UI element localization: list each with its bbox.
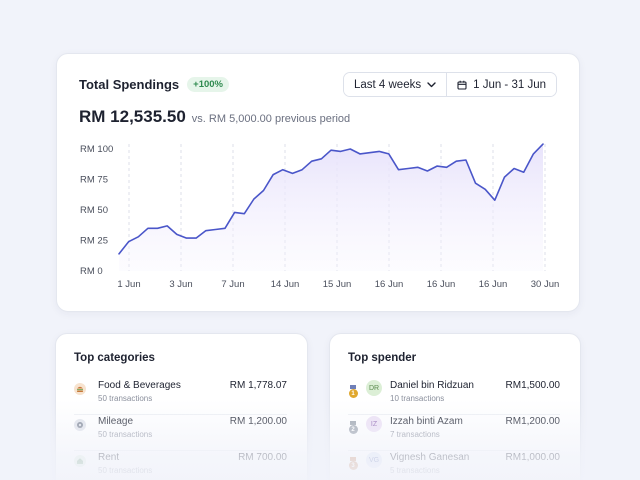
y-tick-label: RM 100 — [80, 144, 113, 155]
category-amount: RM 1,200.00 — [229, 416, 287, 427]
burger-icon — [74, 383, 86, 395]
category-row[interactable]: Food & Beverages 50 transactions RM 1,77… — [74, 379, 287, 415]
top-spender-card: Top spender 1 DR Daniel bin Ridzuan 10 t… — [329, 333, 581, 480]
spendings-title-row: Total Spendings +100% — [79, 77, 230, 92]
total-spendings-card: Total Spendings +100% Last 4 weeks 1 Jun… — [56, 53, 580, 312]
spender-amount: RM1,500.00 — [505, 380, 560, 391]
spender-transactions: 7 transactions — [390, 430, 440, 439]
date-range-label: 1 Jun - 31 Jun — [473, 78, 546, 91]
y-tick-label: RM 75 — [80, 175, 108, 186]
top-categories-title: Top categories — [74, 352, 155, 364]
avatar: VG — [366, 452, 382, 468]
x-tick-label: 30 Jun — [531, 279, 560, 290]
x-tick-label: 16 Jun — [479, 279, 508, 290]
spender-transactions: 10 transactions — [390, 394, 445, 403]
spender-row[interactable]: 3 VG Vignesh Ganesan 5 transactions RM1,… — [348, 451, 560, 480]
filter-controls: Last 4 weeks 1 Jun - 31 Jun — [342, 72, 557, 97]
spender-name: Izzah binti Azam — [390, 416, 463, 427]
spender-row[interactable]: 2 IZ Izzah binti Azam 7 transactions RM1… — [348, 415, 560, 451]
x-tick-label: 14 Jun — [271, 279, 300, 290]
chart-series-line — [118, 143, 544, 255]
chevron-down-icon — [427, 81, 436, 87]
category-name: Mileage — [98, 416, 134, 427]
avatar: DR — [366, 380, 382, 396]
x-tick-label: 3 Jun — [169, 279, 192, 290]
x-tick-label: 7 Jun — [221, 279, 244, 290]
gold-medal-icon: 1 — [348, 385, 358, 398]
bronze-medal-icon: 3 — [348, 457, 358, 470]
x-tick-label: 1 Jun — [117, 279, 140, 290]
spender-amount: RM1,000.00 — [505, 452, 560, 463]
avatar: IZ — [366, 416, 382, 432]
category-amount: RM 700.00 — [238, 452, 287, 463]
spendings-chart: RM 0 RM 25 RM 50 RM 75 RM 100 1 Jun 3 Jun 7 Ju… — [80, 143, 560, 290]
period-dropdown[interactable]: Last 4 weeks — [343, 73, 447, 96]
y-tick-label: RM 0 — [80, 266, 103, 277]
card-title: Total Spendings — [79, 77, 180, 92]
spender-info: Vignesh Ganesan 5 transactions — [390, 451, 506, 477]
category-transactions: 50 transactions — [98, 394, 153, 403]
period-dropdown-label: Last 4 weeks — [353, 78, 422, 91]
category-row[interactable]: Mileage 50 transactions RM 1,200.00 — [74, 415, 287, 451]
spender-row[interactable]: 1 DR Daniel bin Ridzuan 10 transactions … — [348, 379, 560, 415]
category-name: Food & Beverages — [98, 380, 181, 391]
x-tick-label: 15 Jun — [323, 279, 352, 290]
category-transactions: 50 transactions — [98, 430, 153, 439]
total-amount: RM 12,535.50 — [79, 107, 186, 126]
silver-medal-icon: 2 — [348, 421, 358, 434]
category-info: Rent 50 transactions — [98, 451, 238, 477]
house-icon — [74, 455, 86, 467]
spender-name: Daniel bin Ridzuan — [390, 380, 474, 391]
top-categories-card: Top categories Food & Beverages 50 trans… — [55, 333, 308, 480]
car-icon — [74, 419, 86, 431]
y-tick-label: RM 50 — [80, 205, 108, 216]
spender-amount: RM1,200.00 — [505, 416, 560, 427]
x-tick-label: 16 Jun — [427, 279, 456, 290]
date-range-picker[interactable]: 1 Jun - 31 Jun — [446, 73, 556, 96]
y-tick-label: RM 25 — [80, 236, 108, 247]
comparison-text: vs. RM 5,000.00 previous period — [191, 113, 351, 125]
category-row[interactable]: Rent 50 transactions RM 700.00 — [74, 451, 287, 480]
spender-info: Izzah binti Azam 7 transactions — [390, 415, 506, 441]
chart-area-fill — [119, 144, 543, 271]
top-spender-title: Top spender — [348, 352, 417, 364]
x-tick-label: 16 Jun — [375, 279, 404, 290]
category-amount: RM 1,778.07 — [229, 380, 287, 391]
change-badge: +100% — [187, 77, 230, 92]
calendar-icon — [457, 80, 467, 90]
spender-name: Vignesh Ganesan — [390, 452, 470, 463]
spender-info: Daniel bin Ridzuan 10 transactions — [390, 379, 506, 405]
amount-row: RM 12,535.50 vs. RM 5,000.00 previous pe… — [79, 107, 350, 127]
category-transactions: 50 transactions — [98, 466, 153, 475]
category-info: Mileage 50 transactions — [98, 415, 230, 441]
spender-transactions: 5 transactions — [390, 466, 440, 475]
category-info: Food & Beverages 50 transactions — [98, 379, 230, 405]
category-name: Rent — [98, 452, 120, 463]
